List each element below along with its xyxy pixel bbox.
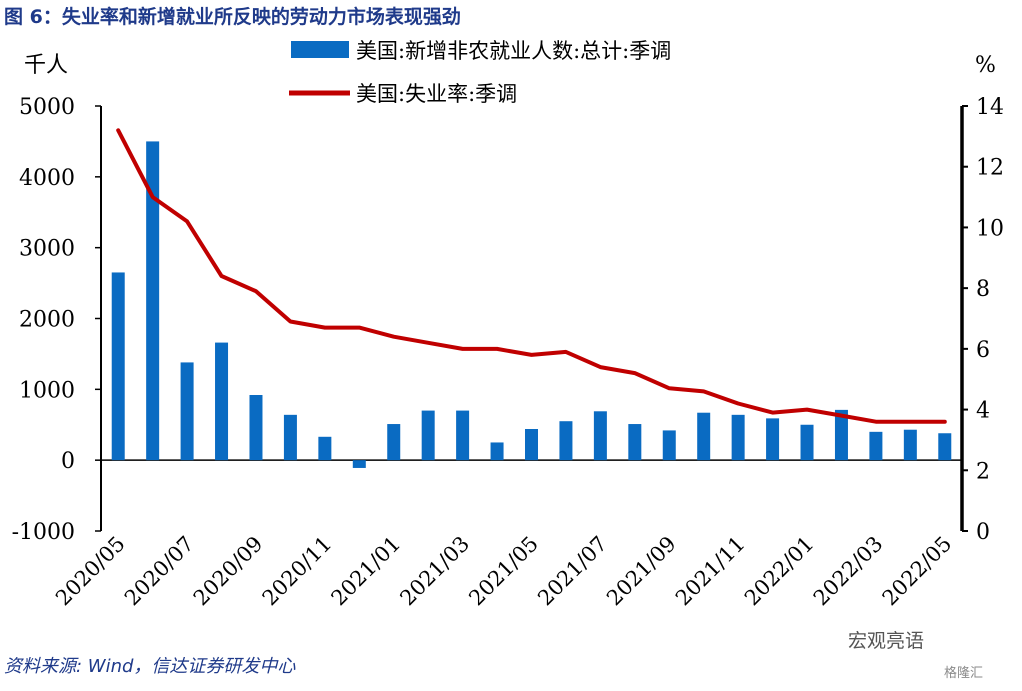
bar xyxy=(697,412,711,461)
bar xyxy=(731,414,745,461)
left-tick-label: 1000 xyxy=(19,378,75,403)
bar xyxy=(111,272,125,461)
x-tick-label: 2022/01 xyxy=(740,532,819,611)
bar xyxy=(387,424,401,461)
watermark: 宏观亮语 xyxy=(848,630,925,652)
right-tick-label: 8 xyxy=(976,277,990,302)
bar xyxy=(593,411,607,461)
bar xyxy=(180,362,194,461)
right-tick-label: 12 xyxy=(976,156,1004,181)
right-tick-label: 14 xyxy=(976,95,1004,120)
source-note: 资料来源: Wind，信达证券研发中心 xyxy=(4,656,296,677)
legend-bar-swatch xyxy=(291,41,349,58)
legend-bar-label: 美国:新增非农就业人数:总计:季调 xyxy=(356,39,671,63)
x-tick-label: 2022/05 xyxy=(878,532,957,611)
left-tick-label: 3000 xyxy=(19,237,75,262)
x-tick-label: 2020/07 xyxy=(120,532,199,611)
x-tick-label: 2021/03 xyxy=(395,532,474,611)
bar xyxy=(628,424,642,461)
x-tick-label: 2021/07 xyxy=(533,532,612,611)
bar xyxy=(903,429,917,461)
left-tick-label: 4000 xyxy=(19,166,75,191)
bar xyxy=(421,410,435,461)
right-tick-label: 2 xyxy=(976,459,990,484)
bar xyxy=(559,421,573,461)
x-tick-label: 2022/03 xyxy=(809,532,888,611)
x-tick-label: 2020/09 xyxy=(189,532,268,611)
right-axis-unit: % xyxy=(975,53,996,78)
right-tick-label: 10 xyxy=(976,216,1004,241)
bar xyxy=(283,414,297,461)
left-tick-label: 2000 xyxy=(19,308,75,333)
bar xyxy=(318,436,332,461)
bar xyxy=(525,429,538,461)
left-tick-label: 0 xyxy=(61,449,75,474)
bar xyxy=(766,418,780,461)
bar xyxy=(490,442,504,461)
chart-title: 图 6：失业率和新增就业所反映的劳动力市场表现强劲 xyxy=(4,6,461,28)
left-axis-unit: 千人 xyxy=(24,53,68,78)
bar xyxy=(938,433,952,461)
x-tick-label: 2021/09 xyxy=(602,532,681,611)
x-tick-label: 2021/01 xyxy=(327,532,406,611)
x-tick-label: 2020/11 xyxy=(258,532,337,611)
x-tick-label: 2021/11 xyxy=(671,532,750,611)
right-tick-label: 4 xyxy=(976,399,990,424)
bar xyxy=(146,141,160,461)
right-tick-label: 0 xyxy=(976,520,990,545)
watermark-brand: 格隆汇 xyxy=(944,666,984,681)
bar xyxy=(249,395,263,461)
bar xyxy=(456,410,470,461)
left-tick-label: -1000 xyxy=(12,520,75,545)
right-tick-label: 6 xyxy=(976,338,990,363)
legend-line-label: 美国:失业率:季调 xyxy=(356,82,517,106)
bar xyxy=(869,431,883,461)
left-tick-label: 5000 xyxy=(19,95,75,120)
unemployment-line xyxy=(116,128,947,424)
bar xyxy=(352,460,366,468)
bar xyxy=(800,424,814,461)
bar xyxy=(662,430,676,461)
x-tick-label: 2021/05 xyxy=(464,532,543,611)
bar xyxy=(834,409,848,461)
bar xyxy=(215,342,229,461)
